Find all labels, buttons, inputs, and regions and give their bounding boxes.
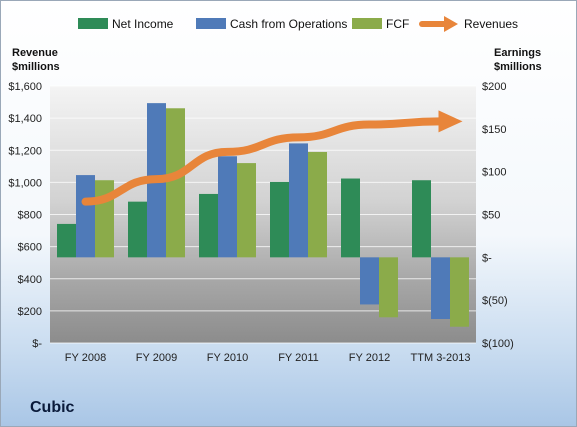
bar-net-income <box>412 180 431 258</box>
left-tick-label: $400 <box>18 274 42 286</box>
right-tick-label: $(100) <box>482 338 514 350</box>
left-tick-label: $1,200 <box>8 145 42 157</box>
legend-label-revenues: Revenues <box>464 17 518 31</box>
left-tick-label: $600 <box>18 242 42 254</box>
bar-cash-from-operations <box>218 156 237 258</box>
right-axis-title-line1: Earnings <box>494 47 541 59</box>
revenue-line <box>81 110 463 206</box>
right-tick-label: $(50) <box>482 295 508 307</box>
bar-net-income <box>199 193 218 258</box>
bar-fcf <box>237 163 256 258</box>
left-tick-label: $200 <box>18 306 42 318</box>
bar-fcf <box>379 257 398 318</box>
left-axis-title-line1: Revenue <box>12 47 58 59</box>
left-axis-title-line2: $millions <box>12 61 60 73</box>
category-label: TTM 3-2013 <box>411 352 471 364</box>
legend-label-fcf: FCF <box>386 17 409 31</box>
legend-arrowhead <box>444 16 458 32</box>
category-label: FY 2012 <box>349 352 390 364</box>
legend-swatch-fcf <box>352 18 382 29</box>
category-label: FY 2009 <box>136 352 177 364</box>
bar-cash-from-operations <box>360 257 379 305</box>
category-label: FY 2011 <box>278 352 319 364</box>
bars <box>57 103 469 327</box>
company-name: Cubic <box>30 399 75 416</box>
revenue-arrowhead <box>438 110 463 133</box>
left-tick-label: $1,000 <box>8 177 42 189</box>
bar-fcf <box>166 108 185 258</box>
bar-net-income <box>57 223 76 258</box>
legend-label-net-income: Net Income <box>112 17 174 31</box>
bar-net-income <box>270 181 289 258</box>
category-label: FY 2008 <box>65 352 106 364</box>
bar-net-income <box>341 178 360 258</box>
legend-swatch-net-income <box>78 18 108 29</box>
right-tick-label: $50 <box>482 210 500 222</box>
left-tick-label: $1,600 <box>8 81 42 93</box>
gridlines <box>50 85 476 344</box>
bar-cash-from-operations <box>76 175 95 258</box>
right-tick-label: $100 <box>482 167 506 179</box>
bar-net-income <box>128 201 147 258</box>
right-tick-label: $150 <box>482 124 506 136</box>
right-tick-label: $200 <box>482 81 506 93</box>
legend-label-cash-from-operations: Cash from Operations <box>230 17 347 31</box>
left-tick-label: $- <box>32 338 42 350</box>
revenue-line-path <box>81 117 445 206</box>
bar-cash-from-operations <box>431 257 450 320</box>
right-axis-title-line2: $millions <box>494 61 542 73</box>
category-label: FY 2010 <box>207 352 248 364</box>
left-tick-label: $1,400 <box>8 113 42 125</box>
right-tick-label: $- <box>482 252 492 264</box>
bar-fcf <box>450 257 469 327</box>
legend-swatch-cash-from-operations <box>196 18 226 29</box>
left-tick-label: $800 <box>18 210 42 222</box>
bar-cash-from-operations <box>289 143 308 258</box>
tick-labels: $- $200 $400 $600 $800 $1,000 $1,200 $1,400 $1,6… <box>8 81 513 364</box>
bar-fcf <box>308 151 327 258</box>
legend: Net Income Cash from Operations FCF Revenue… <box>78 16 518 32</box>
